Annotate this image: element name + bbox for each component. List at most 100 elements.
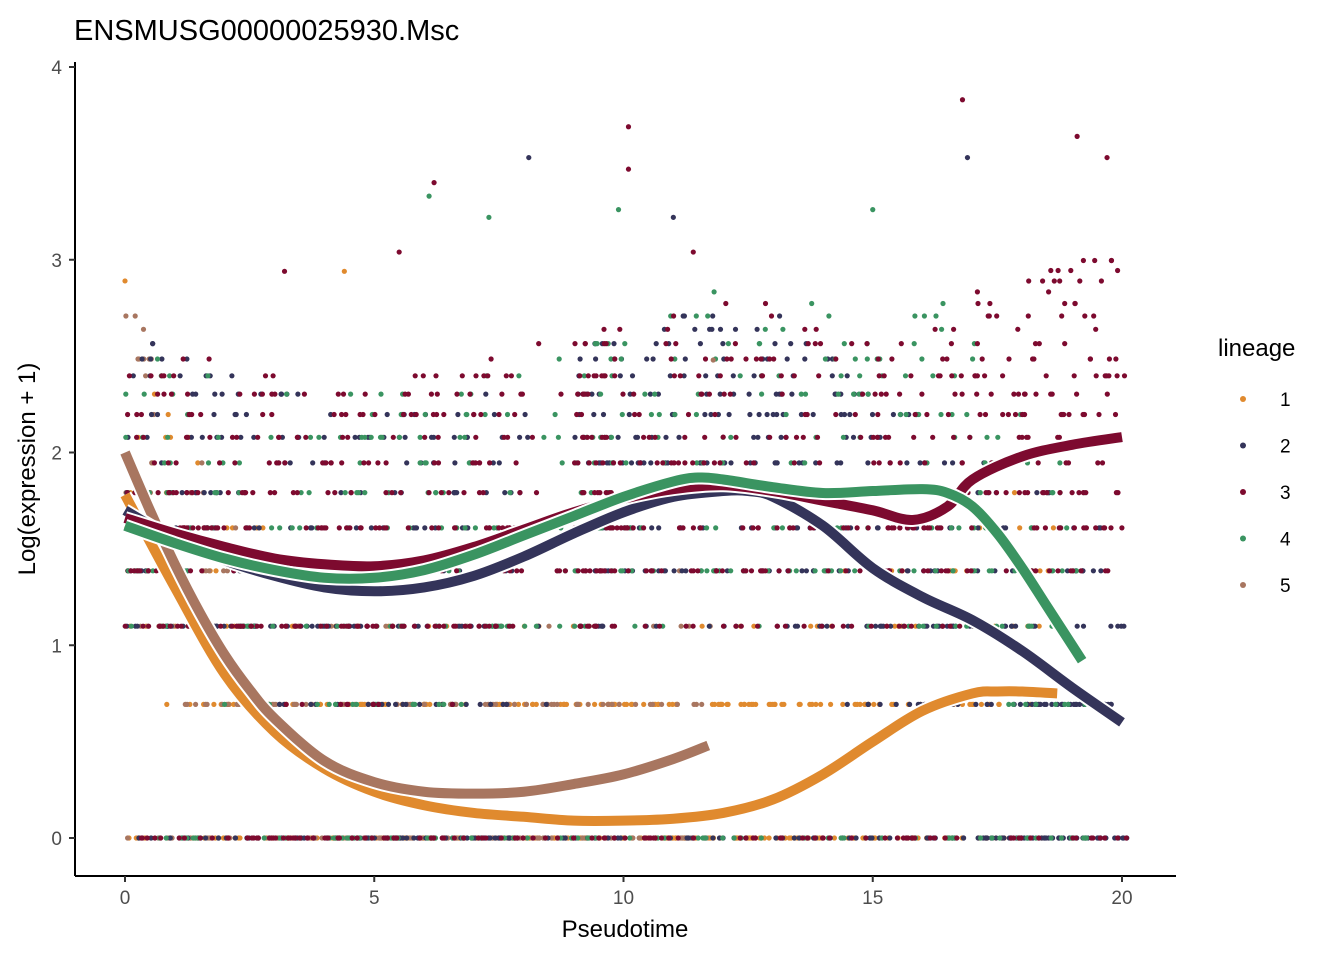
- data-point: [809, 300, 815, 307]
- data-point: [520, 835, 526, 841]
- data-point: [783, 411, 789, 418]
- data-point: [710, 357, 716, 363]
- data-point: [260, 525, 266, 531]
- data-point: [774, 460, 780, 466]
- data-point: [325, 490, 331, 496]
- data-point: [809, 701, 815, 708]
- data-point: [710, 313, 716, 319]
- data-point: [301, 391, 307, 397]
- data-point: [875, 356, 881, 362]
- data-point: [881, 373, 887, 379]
- data-point: [303, 525, 309, 531]
- data-point: [695, 835, 701, 841]
- data-point: [754, 326, 760, 332]
- data-point: [728, 434, 734, 440]
- data-point: [510, 623, 516, 629]
- data-point: [1003, 490, 1009, 496]
- data-point: [925, 568, 931, 574]
- data-point: [1051, 278, 1057, 284]
- data-point: [978, 701, 985, 708]
- data-point: [552, 411, 558, 418]
- data-point: [678, 623, 684, 629]
- data-point: [999, 623, 1005, 629]
- data-point: [688, 568, 694, 574]
- data-point: [884, 623, 890, 629]
- data-point: [1012, 411, 1019, 418]
- data-point: [426, 193, 432, 199]
- data-point: [658, 835, 665, 841]
- data-point: [232, 835, 239, 841]
- x-tick-label: 10: [613, 888, 634, 909]
- data-point: [974, 341, 981, 347]
- data-point: [390, 623, 396, 629]
- data-point: [951, 326, 957, 332]
- data-point: [373, 525, 379, 531]
- data-point: [603, 490, 609, 496]
- data-point: [344, 623, 350, 629]
- data-point: [841, 525, 847, 531]
- data-point: [1057, 490, 1063, 496]
- data-point: [1108, 257, 1115, 264]
- data-point: [269, 525, 275, 531]
- data-point: [599, 434, 605, 440]
- data-point: [888, 623, 894, 629]
- data-point: [467, 623, 473, 629]
- data-point: [922, 460, 928, 466]
- data-point: [422, 411, 428, 418]
- data-point: [753, 356, 760, 362]
- data-point: [177, 373, 183, 379]
- data-point: [849, 835, 855, 841]
- data-point: [921, 568, 927, 574]
- data-point: [758, 356, 764, 362]
- data-point: [799, 568, 805, 574]
- data-point: [779, 525, 786, 531]
- data-point: [481, 373, 487, 379]
- data-point: [562, 568, 569, 574]
- data-point: [562, 835, 568, 841]
- data-point: [1006, 356, 1012, 362]
- data-point: [829, 623, 836, 629]
- data-point: [352, 434, 358, 440]
- data-point: [360, 701, 366, 708]
- data-point: [685, 835, 692, 841]
- data-point: [818, 701, 824, 708]
- data-point: [950, 568, 956, 574]
- data-point: [1031, 525, 1037, 531]
- data-point: [144, 434, 150, 440]
- data-point: [423, 460, 429, 466]
- data-point: [140, 434, 147, 440]
- data-point: [650, 356, 656, 362]
- data-point: [849, 623, 855, 629]
- data-point: [417, 434, 423, 440]
- data-point: [486, 623, 492, 629]
- data-point: [804, 835, 811, 841]
- data-point: [574, 411, 580, 418]
- data-point: [155, 490, 161, 496]
- data-point: [251, 434, 257, 440]
- data-point: [371, 701, 377, 708]
- data-point: [160, 623, 166, 629]
- data-point: [1005, 411, 1012, 418]
- data-point: [179, 490, 185, 496]
- data-point: [1098, 278, 1104, 284]
- data-point: [1026, 278, 1032, 284]
- data-point: [646, 835, 652, 841]
- data-point: [800, 835, 806, 841]
- data-point: [141, 391, 147, 397]
- data-point: [1055, 267, 1061, 274]
- data-point: [674, 701, 681, 708]
- data-point: [1088, 835, 1094, 841]
- data-point: [1073, 835, 1079, 841]
- data-point: [154, 356, 161, 362]
- data-point: [933, 623, 939, 629]
- data-point: [933, 313, 939, 319]
- data-point: [138, 411, 144, 418]
- data-point: [852, 568, 858, 574]
- data-point: [375, 460, 381, 466]
- data-point: [1000, 411, 1006, 418]
- data-point: [575, 391, 581, 397]
- data-point: [477, 460, 483, 466]
- data-point: [767, 356, 773, 362]
- data-point: [577, 356, 583, 362]
- data-point: [593, 460, 599, 466]
